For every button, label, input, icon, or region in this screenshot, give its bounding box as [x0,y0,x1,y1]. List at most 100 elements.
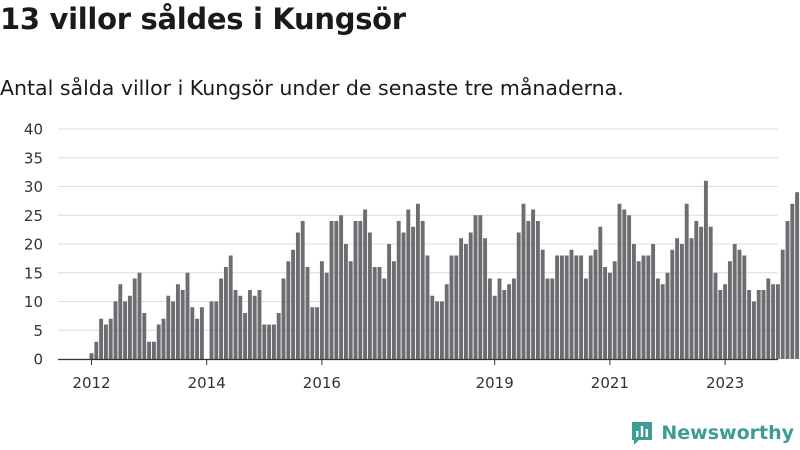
bar [795,192,800,359]
bar [583,278,588,359]
bar [387,244,392,359]
bar [339,215,344,359]
bar [564,255,569,359]
bar [252,295,257,359]
bar [353,221,358,359]
bar [756,290,761,359]
bar [593,249,598,359]
bar [118,284,123,359]
bar [463,244,468,359]
bar [406,209,411,359]
bar [535,221,540,359]
bar [655,278,660,359]
bar [521,203,526,359]
bar [132,278,137,359]
bar [646,255,651,359]
x-tick-label: 2016 [303,374,341,392]
bar [262,324,267,359]
bar [497,278,502,359]
bar [684,203,689,359]
y-tick-label: 40 [24,121,43,139]
bar [99,318,104,359]
bar [329,221,334,359]
bar [161,318,166,359]
bar [363,209,368,359]
bar [94,341,99,359]
y-tick-label: 25 [24,207,43,225]
newsworthy-logo: Newsworthy [630,420,794,446]
y-tick-label: 20 [24,236,43,254]
bar [377,267,382,359]
bar [761,290,766,359]
bar [444,284,449,359]
bar [670,249,675,359]
bar [478,215,483,359]
bar [415,203,420,359]
bar [223,267,228,359]
bar [785,221,790,359]
bar [334,221,339,359]
bar [742,255,747,359]
bar [190,307,195,359]
bar [454,255,459,359]
bar [185,272,190,359]
y-tick-label: 30 [24,178,43,196]
bar [732,244,737,359]
bar [468,232,473,359]
bar [89,353,94,359]
bar [113,301,118,359]
bar [435,301,440,359]
bar [723,284,728,359]
bar [607,272,612,359]
bar [627,215,632,359]
bar [238,295,243,359]
bar [430,295,435,359]
bar [420,221,425,359]
chart-title: 13 villor såldes i Kungsör [0,2,406,36]
bar [382,278,387,359]
bar [171,301,176,359]
bar [675,238,680,359]
bar [348,261,353,359]
bar [507,284,512,359]
bar [425,255,430,359]
bar [622,209,627,359]
bar [473,215,478,359]
y-tick-label: 10 [24,293,43,311]
x-tick-label: 2014 [188,374,226,392]
bar [727,261,732,359]
bar [305,267,310,359]
bar [766,278,771,359]
y-tick-label: 35 [24,149,43,167]
bar [771,284,776,359]
x-tick-label: 2023 [706,374,744,392]
bar [487,278,492,359]
bar [531,209,536,359]
bar [108,318,113,359]
x-axis: 2012201420162019202120232025 [58,358,778,392]
bar [545,278,550,359]
bar [747,290,752,359]
x-tick-label: 2021 [591,374,629,392]
bar [550,278,555,359]
bar [511,278,516,359]
bar [555,255,560,359]
bar [703,180,708,359]
bar [631,244,636,359]
chart-subtitle: Antal sålda villor i Kungsör under de se… [0,76,624,100]
bar [291,249,296,359]
bar [367,232,372,359]
bar [123,301,128,359]
bar [708,226,713,359]
bar [319,261,324,359]
bar [603,267,608,359]
bar [166,295,171,359]
bar [502,290,507,359]
bar [574,255,579,359]
bar [636,261,641,359]
bar [492,295,497,359]
bar [257,290,262,359]
bar [286,261,291,359]
y-tick-label: 0 [33,351,43,369]
